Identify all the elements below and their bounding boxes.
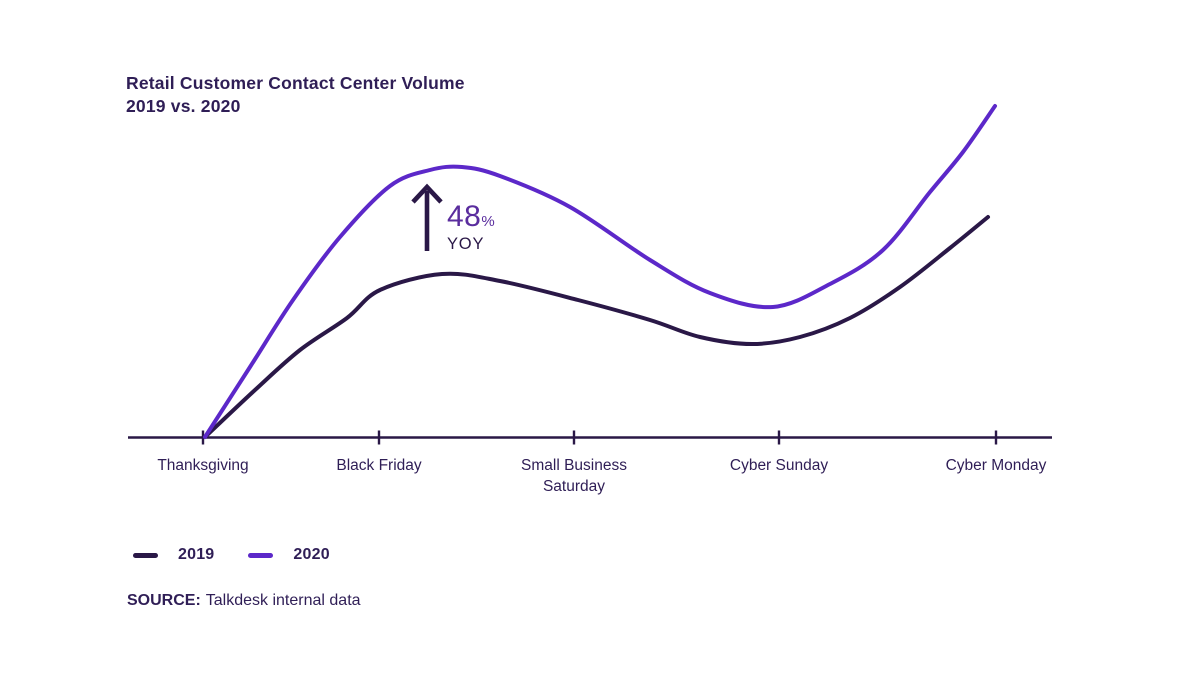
legend-label-2020: 2020 bbox=[293, 546, 330, 563]
chart-title: Retail Customer Contact Center Volume 20… bbox=[126, 72, 465, 118]
source-text: Talkdesk internal data bbox=[205, 592, 361, 609]
legend-swatch-2019 bbox=[133, 552, 158, 558]
legend-swatch-2020 bbox=[248, 552, 274, 558]
source-label: SOURCE: bbox=[127, 592, 201, 609]
annotation-value: 48 bbox=[447, 200, 482, 233]
x-axis-label: Cyber Monday bbox=[945, 457, 1047, 474]
chart-title-line1: Retail Customer Contact Center Volume bbox=[126, 73, 465, 93]
legend-label-2019: 2019 bbox=[178, 546, 215, 563]
annotation-yoy-label: YOY bbox=[447, 235, 485, 253]
legend-item-2019: 2019 bbox=[133, 546, 214, 564]
source-note: SOURCE: Talkdesk internal data bbox=[127, 592, 361, 610]
annotation-percent-sign: % bbox=[481, 213, 496, 230]
x-axis-label: Thanksgiving bbox=[157, 457, 249, 474]
x-axis-label: Small Business Saturday bbox=[521, 457, 627, 495]
x-axis-label: Cyber Sunday bbox=[729, 457, 829, 474]
annotation-value-row: 48% bbox=[447, 202, 495, 232]
legend-item-2020: 2020 bbox=[248, 546, 330, 564]
x-axis-label: Black Friday bbox=[336, 457, 422, 474]
chart-title-line2: 2019 vs. 2020 bbox=[126, 96, 241, 116]
legend: 2019 2020 bbox=[133, 546, 330, 564]
yoy-annotation: 48% YOY bbox=[447, 202, 495, 253]
